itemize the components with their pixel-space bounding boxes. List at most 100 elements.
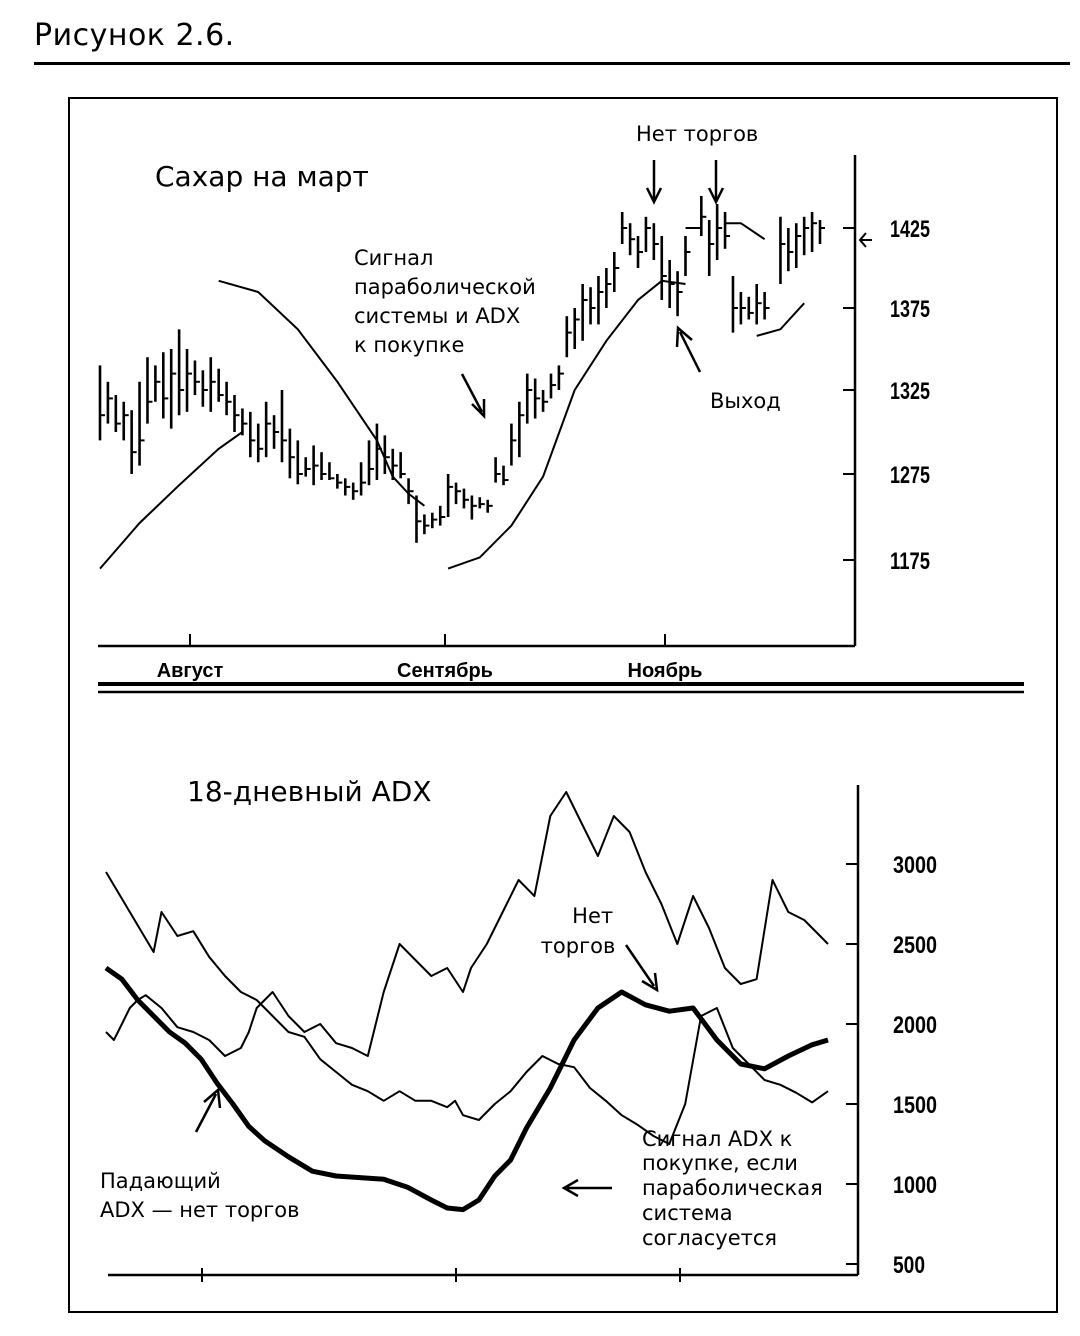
price-x-tick-label: Сентябрь	[397, 660, 493, 682]
price-bar	[304, 457, 311, 477]
price-chart-title: Сахар на март	[155, 160, 369, 193]
price-bar	[462, 488, 469, 509]
price-bar	[446, 474, 454, 517]
price-bar	[296, 440, 303, 485]
price-bar	[794, 223, 802, 268]
adx-chart-title: 18-дневный ADX	[187, 775, 432, 808]
adx-series	[104, 791, 829, 1213]
price-bar	[652, 223, 659, 260]
parabolic-sar-segment	[99, 431, 243, 570]
parabolic-sar-segment	[447, 279, 686, 570]
price-bar	[470, 495, 477, 520]
price-bar	[438, 505, 446, 526]
price-y-tick-label: 1425	[890, 216, 930, 243]
price-bar	[818, 220, 825, 244]
price-bars	[98, 196, 825, 543]
price-bar	[802, 216, 810, 256]
price-bar	[612, 252, 620, 292]
price-bar	[581, 284, 588, 341]
price-bar	[343, 478, 351, 496]
price-bar	[383, 435, 390, 474]
price-bar	[787, 228, 794, 272]
price-bar	[431, 512, 438, 529]
price-bar	[177, 329, 185, 416]
price-y-tick-label: 1375	[890, 296, 930, 323]
directional-indicator-line	[105, 871, 829, 1145]
price-bar	[106, 381, 113, 424]
price-y-ticks: 1175 1275 1325 1375 1425	[843, 216, 930, 575]
price-bar	[328, 462, 335, 481]
price-bar	[533, 378, 541, 419]
price-bar	[478, 497, 485, 509]
price-bar	[810, 212, 818, 252]
exit-annotation: Выход	[710, 389, 781, 413]
price-bar	[549, 373, 556, 399]
price-y-tick-label: 1275	[890, 462, 930, 489]
price-bar	[684, 236, 691, 276]
price-bar	[502, 465, 509, 486]
price-x-ticks: Август Сентябрь Ноябрь	[157, 634, 703, 682]
diagonal-arrow-icon	[460, 373, 486, 420]
price-bar	[660, 236, 667, 300]
adx-chart-panel: 18-дневный ADX 500 1000 1500 2000 2500 3000 Н…	[100, 775, 937, 1282]
adx-y-tick-label: 1500	[893, 1092, 937, 1119]
price-bar	[763, 292, 770, 320]
adx-y-tick-label: 2500	[893, 932, 937, 959]
price-bar	[264, 401, 272, 458]
price-bar	[415, 495, 422, 543]
price-bar	[114, 395, 121, 432]
price-bar	[565, 316, 572, 358]
parabolic-sar-segment	[725, 222, 766, 241]
parabolic-sar-segment	[756, 302, 805, 337]
price-bar	[185, 349, 193, 412]
price-bar	[233, 395, 240, 432]
price-bar	[98, 365, 105, 441]
figure-frame	[68, 97, 1058, 1313]
price-bar	[336, 474, 343, 489]
price-bar	[288, 428, 295, 479]
adx-y-tick-label: 3000	[893, 852, 937, 879]
price-bar	[486, 499, 493, 513]
price-bar	[312, 445, 319, 486]
down-arrow-icon	[645, 160, 663, 205]
up-left-arrow-icon	[675, 325, 702, 373]
price-bar	[573, 308, 580, 349]
price-y-tick-label: 1325	[890, 378, 930, 405]
price-bar	[676, 271, 683, 317]
buy-signal-annotation: Сигнал параболической системы и ADX к по…	[354, 246, 542, 357]
price-bar	[225, 381, 232, 416]
figure-caption: Рисунок 2.6.	[34, 18, 235, 53]
price-bar	[130, 410, 137, 474]
price-bar	[518, 401, 525, 458]
price-bar	[723, 212, 731, 249]
price-bar	[525, 373, 533, 424]
price-bar	[154, 365, 161, 402]
price-bar	[138, 381, 145, 466]
price-bar	[589, 287, 596, 325]
price-bar	[510, 423, 517, 466]
price-bar	[597, 276, 604, 325]
adx-x-ticks	[201, 1268, 681, 1282]
price-x-tick-label: Ноябрь	[628, 660, 703, 682]
price-bar	[391, 448, 398, 481]
adx-main-line	[104, 965, 829, 1213]
adx-buy-signal-annotation: Сигнал ADX к покупке, если параболическа…	[642, 1127, 829, 1250]
price-bar	[739, 292, 746, 325]
price-bar	[359, 462, 367, 496]
price-chart-panel: Сахар на март Август Сентябрь Ноябрь 11751…	[98, 122, 930, 682]
price-x-tick-label: Август	[157, 660, 224, 682]
price-bar	[272, 415, 280, 449]
price-bar	[605, 268, 612, 308]
price-bar	[731, 276, 738, 333]
price-bar	[146, 357, 153, 424]
price-bar	[779, 216, 786, 284]
price-y-tick-label: 1175	[890, 548, 930, 575]
price-bar	[668, 260, 675, 308]
parabolic-sar-series	[99, 222, 805, 570]
price-bar	[494, 457, 501, 483]
price-bar	[715, 204, 723, 260]
up-right-arrow-icon	[194, 1087, 222, 1133]
price-bar	[636, 236, 644, 268]
price-bar	[423, 514, 430, 535]
